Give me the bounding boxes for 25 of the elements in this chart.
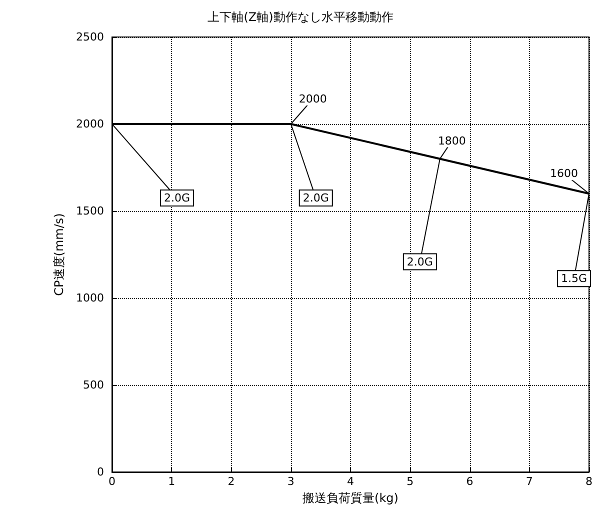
x-tick-label: 0 [108,475,116,488]
y-tick-label: 2000 [76,118,104,130]
x-tick-label: 6 [466,475,474,488]
y-tick-label: 1500 [76,204,104,218]
y-tick-label: 2500 [76,30,104,44]
annotation: 2.0G [164,192,190,204]
x-tick-label: 1 [168,475,176,488]
annotation: 2.0G [302,192,329,204]
x-tick-label: 4 [347,475,354,488]
y-tick-label: 0 [97,466,104,478]
y-axis-title: CP速度(mm/s) [52,213,66,296]
annotation: 1600 [550,167,578,180]
annotation: 1800 [438,134,466,148]
x-tick-label: 7 [526,475,533,488]
x-axis-title: 搬送負荷質量(kg) [302,491,398,505]
x-tick-label: 2 [228,475,235,488]
x-tick-label: 8 [586,475,592,488]
annotation: 2000 [298,92,327,106]
chart-title: 上下軸(Z軸)動作なし水平移動動作 [208,10,394,24]
x-tick-label: 3 [287,475,294,488]
y-tick-label: 1000 [76,292,104,304]
x-tick-label: 5 [406,475,414,488]
annotation: 2.0G [406,255,433,268]
annotation: 1.5G [560,272,588,286]
y-tick-label: 500 [83,378,104,392]
